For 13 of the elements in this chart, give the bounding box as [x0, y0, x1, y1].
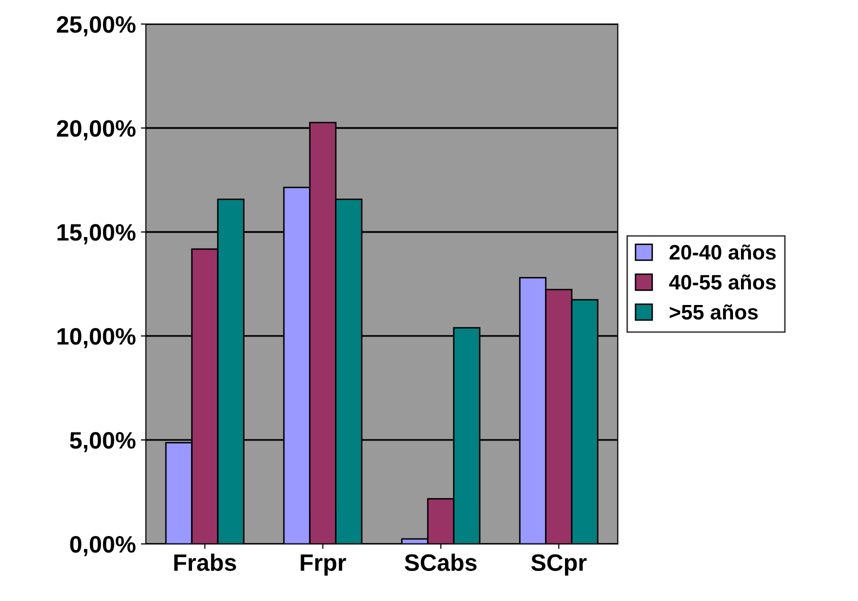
x-tick-label: Frpr — [300, 554, 346, 576]
x-tick-label: SCabs — [404, 554, 477, 571]
y-tick-label: 5,00% — [70, 432, 136, 452]
y-tick-label: 10,00% — [58, 328, 136, 348]
legend-label: >55 años — [670, 304, 758, 320]
x-tick-label: SCpr — [531, 554, 587, 576]
legend-label: 20-40 años — [670, 244, 776, 260]
y-tick-label: 15,00% — [58, 224, 136, 244]
y-tick-label: 0,00% — [70, 536, 136, 556]
x-tick-label: Frabs — [174, 554, 236, 571]
y-tick-label: 25,00% — [56, 16, 136, 36]
y-tick-label: 20,00% — [56, 120, 136, 140]
legend-label: 40-55 años — [669, 274, 776, 290]
